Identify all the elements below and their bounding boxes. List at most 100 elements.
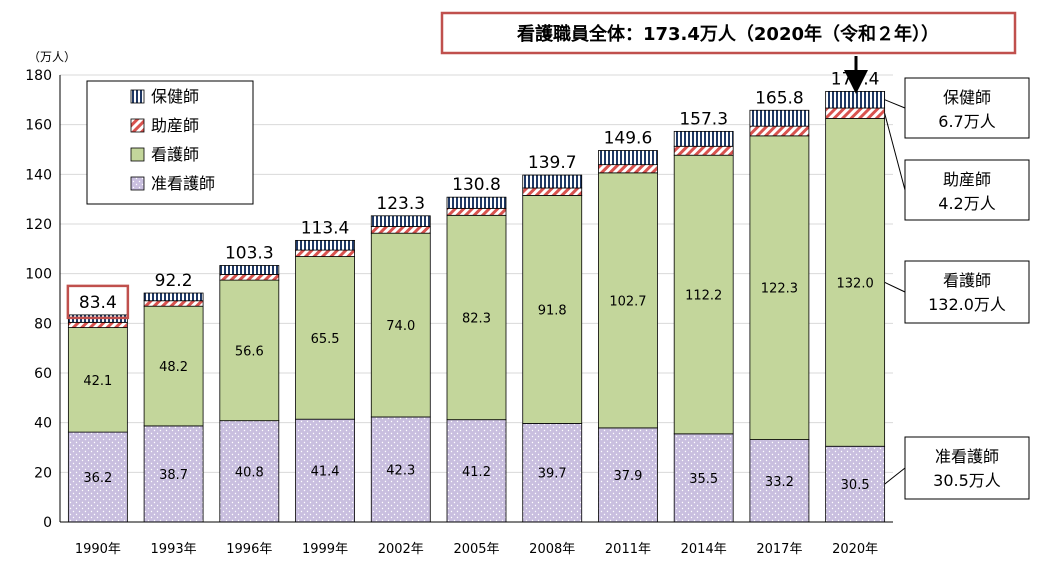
legend-label: 准看護師 [151,174,215,193]
legend-box [86,80,254,205]
bar-segment-助産師 [143,300,204,307]
callout-box [904,77,1030,139]
bar-segment-保健師 [673,130,734,147]
y-tick-label: 160 [25,118,52,134]
bar-segment-准看護師 [143,425,204,523]
callout-value: 4.2万人 [938,194,995,213]
bar-segment-看護師 [67,327,128,433]
legend-label: 看護師 [151,145,199,164]
x-tick-label: 2017年 [756,542,802,557]
bar-segment-准看護師 [522,423,583,523]
bar-value-label: 36.2 [83,471,112,486]
y-tick-label: 20 [34,465,52,481]
bar-value-label: 82.3 [462,311,491,326]
callout-leader-line [884,113,906,191]
x-tick-label: 1990年 [75,542,121,557]
y-tick-label: 40 [34,416,52,432]
bar-segment-助産師 [825,107,886,119]
legend-label: 保健師 [151,87,199,106]
title-box [440,11,1017,55]
bar-segment-准看護師 [370,416,431,523]
x-tick-label: 1999年 [302,542,348,557]
bar-segment-保健師 [370,215,431,227]
legend-swatch [130,147,145,162]
bar-segment-保健師 [143,292,204,302]
bar-segment-助産師 [522,187,583,196]
bars [67,90,886,523]
x-tick-label: 1993年 [151,542,197,557]
bar-segment-准看護師 [295,418,355,523]
callout-title: 保健師 [943,88,991,107]
bar-segment-看護師 [825,118,886,447]
bar-value-label: 56.6 [235,344,264,359]
bar-segment-助産師 [67,321,128,328]
y-tick-label: 120 [25,217,52,233]
bar-segment-看護師 [749,135,810,440]
bar-segment-保健師 [749,109,810,127]
callout-title: 准看護師 [935,447,999,466]
bar-segment-助産師 [673,145,734,156]
bar-segment-看護師 [446,214,507,421]
bar-segment-保健師 [295,239,355,251]
bar-segment-助産師 [446,207,507,216]
callout-leader-line [884,99,906,109]
y-tick-label: 100 [25,267,52,283]
callout-box [904,436,1030,500]
legend-swatch [130,118,145,133]
bar-segment-看護師 [295,256,355,420]
bar-value-label: 112.2 [685,289,722,304]
y-tick-label: 140 [25,167,52,183]
bar-segment-助産師 [370,226,431,234]
bar-value-label: 65.5 [311,332,340,347]
callout-title: 助産師 [943,170,991,189]
x-tick-label: 1996年 [226,542,272,557]
callout-value: 132.0万人 [928,295,1006,314]
x-tick-label: 2011年 [605,542,651,557]
x-tick-label: 2005年 [453,542,499,557]
x-tick-label: 2020年 [832,542,878,557]
x-tick-label: 2002年 [378,542,424,557]
y-tick-label: 80 [34,316,52,332]
callout-leader-line [884,281,906,293]
bar-value-label: 41.2 [462,465,491,480]
bar-value-label: 30.5 [841,478,870,493]
bar-value-label: 91.8 [538,303,567,318]
legend-swatch [130,176,145,191]
x-tick-label: 2014年 [681,542,727,557]
bar-total-label: 157.3 [679,109,728,129]
data-labels: 36.2 42.1 83.4 38.7 48.2 92.2 40.8 56.6 103.3 41.… [66,69,879,493]
bar-segment-助産師 [219,274,280,281]
bar-value-label: 39.7 [538,467,567,482]
bar-total-label: 113.4 [301,218,350,238]
y-tick-label: 180 [25,68,52,84]
bar-value-label: 41.4 [311,465,340,480]
bar-segment-看護師 [522,195,583,424]
legend-swatch [130,89,145,104]
bar-total-label: 165.8 [755,88,804,108]
callout-leader-line [884,467,906,485]
bar-segment-看護師 [598,172,658,429]
bar-total-label: 130.8 [452,175,501,195]
bar-segment-保健師 [522,174,583,189]
bar-segment-看護師 [673,154,734,435]
highlight-box [66,284,130,320]
bar-value-label: 33.2 [765,475,794,490]
bar-value-label: 38.7 [159,468,188,483]
bar-segment-保健師 [825,90,886,109]
bar-segment-助産師 [295,249,355,257]
y-tick-label: 0 [43,515,52,531]
bar-value-label: 35.5 [689,472,718,487]
callout-box [904,260,1030,324]
bar-total-label: 103.3 [225,243,274,263]
x-tick-label: 2008年 [529,542,575,557]
bar-value-label: 48.2 [159,360,188,375]
bar-value-label: 40.8 [235,465,264,480]
bar-segment-助産師 [749,125,810,137]
bar-segment-保健師 [219,265,280,275]
bar-value-label: 37.9 [613,469,642,484]
bar-segment-准看護師 [673,433,734,523]
bar-value-label: 132.0 [837,276,874,291]
bar-total-label: 139.7 [528,153,577,173]
